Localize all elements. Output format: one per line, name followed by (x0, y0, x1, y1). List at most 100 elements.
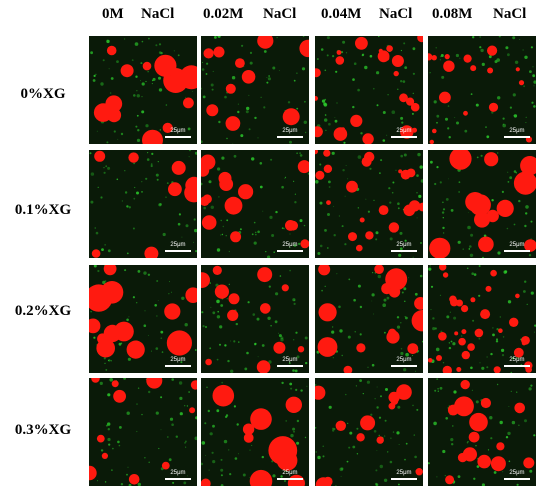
micrograph-panel: 25μm (89, 265, 197, 373)
protein-speck (436, 166, 439, 169)
protein-speck (136, 430, 138, 433)
protein-speck (402, 80, 406, 83)
protein-speck (372, 272, 374, 274)
protein-speck (374, 398, 376, 400)
oil-droplet (212, 384, 235, 407)
scale-bar: 25μm (391, 470, 417, 480)
protein-speck (511, 420, 516, 425)
protein-speck (208, 469, 210, 471)
protein-speck (387, 451, 389, 453)
protein-speck (448, 346, 452, 350)
protein-speck (404, 300, 406, 302)
protein-speck (219, 343, 221, 346)
protein-speck (210, 205, 214, 209)
protein-speck (184, 440, 187, 443)
oil-droplet (343, 365, 353, 373)
protein-speck (356, 427, 359, 430)
protein-speck (201, 61, 204, 64)
oil-droplet (94, 150, 106, 162)
protein-speck (276, 37, 278, 39)
oil-droplet (315, 170, 325, 180)
protein-speck (118, 342, 122, 346)
protein-speck (397, 202, 400, 205)
protein-speck (367, 366, 369, 368)
protein-speck (194, 151, 197, 155)
protein-speck (295, 331, 298, 334)
protein-speck (399, 231, 403, 235)
protein-speck (180, 361, 183, 364)
protein-speck (430, 309, 432, 311)
protein-speck (104, 481, 107, 483)
protein-speck (436, 476, 438, 478)
protein-speck (106, 141, 109, 144)
protein-speck (245, 110, 249, 114)
oil-droplet (445, 475, 455, 485)
oil-droplet (249, 469, 273, 486)
protein-speck (178, 213, 181, 216)
protein-speck (429, 72, 431, 74)
protein-speck (507, 171, 509, 173)
oil-droplet (521, 336, 530, 345)
protein-speck (93, 336, 96, 339)
oil-droplet (297, 346, 305, 353)
protein-speck (201, 87, 202, 90)
protein-speck (525, 205, 529, 209)
protein-speck (247, 301, 250, 304)
oil-droplet (442, 272, 449, 278)
oil-droplet (93, 103, 113, 122)
protein-speck (430, 160, 433, 164)
protein-speck (442, 201, 444, 204)
protein-speck (481, 483, 485, 486)
protein-speck (109, 378, 113, 382)
protein-speck (373, 313, 375, 315)
protein-speck (391, 191, 394, 194)
protein-speck (328, 122, 331, 126)
oil-droplet (323, 150, 331, 157)
oil-droplet (388, 222, 400, 233)
oil-droplet (456, 299, 463, 307)
protein-speck (278, 334, 282, 338)
oil-droplet (403, 204, 416, 217)
protein-speck (458, 191, 460, 193)
protein-speck (324, 285, 326, 287)
protein-speck (317, 58, 319, 60)
protein-speck (185, 224, 189, 228)
protein-speck (280, 336, 284, 340)
protein-speck (302, 36, 305, 37)
protein-speck (188, 156, 190, 158)
protein-speck (127, 357, 131, 361)
oil-droplet (418, 202, 423, 212)
protein-speck (319, 244, 323, 248)
protein-speck (112, 447, 114, 450)
protein-speck (376, 104, 379, 107)
oil-droplet (335, 420, 346, 431)
oil-droplet (490, 269, 497, 277)
protein-speck (232, 143, 234, 144)
protein-speck (107, 428, 110, 431)
protein-speck (206, 62, 209, 65)
protein-speck (408, 277, 410, 279)
protein-speck (124, 170, 126, 172)
protein-speck (445, 417, 448, 420)
protein-speck (147, 273, 151, 276)
protein-speck (141, 96, 143, 98)
protein-speck (444, 475, 446, 477)
protein-speck (341, 354, 343, 357)
oil-droplet (356, 343, 366, 353)
oil-droplet (356, 244, 363, 252)
protein-speck (96, 130, 98, 132)
column-header-3: 0.04M NaCl (321, 6, 431, 28)
oil-droplet (168, 182, 182, 197)
protein-speck (237, 453, 239, 455)
protein-speck (436, 378, 439, 380)
protein-speck (293, 299, 296, 301)
oil-droplet (443, 60, 455, 72)
scale-bar-line (165, 250, 191, 252)
protein-speck (528, 387, 532, 391)
scale-bar: 25μm (504, 128, 530, 138)
protein-speck (524, 280, 527, 283)
scale-bar: 25μm (391, 242, 417, 252)
protein-speck (390, 437, 392, 439)
protein-speck (447, 127, 450, 130)
protein-speck (359, 379, 362, 382)
